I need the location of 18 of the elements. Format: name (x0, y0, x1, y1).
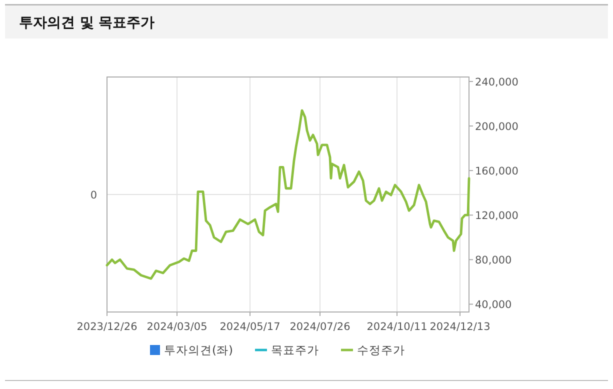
y2-tick-label: 240,000 (475, 76, 518, 88)
x-tick-label: 2023/12/26 (76, 321, 138, 333)
legend-label: 목표주가 (270, 343, 319, 357)
x-tick-label: 2024/05/17 (220, 321, 280, 333)
legend-label: 수정주가 (356, 343, 405, 357)
x-tick-label: 2024/03/05 (146, 321, 208, 333)
chart-title: 투자의견 및 목표주가 (19, 15, 155, 31)
legend-label: 투자의견(좌) (164, 343, 233, 357)
text: 0 (90, 190, 97, 202)
y2-tick-label: 80,000 (475, 254, 512, 267)
y2-tick-label: 40,000 (475, 299, 512, 312)
x-tick-label: 2024/10/11 (366, 321, 428, 333)
x-tick-label: 2024/12/13 (430, 321, 490, 333)
y2-tick-label: 160,000 (475, 166, 518, 178)
x-tick-label: 2024/07/26 (290, 321, 351, 333)
y2-tick-label: 120,000 (475, 210, 518, 222)
y2-tick-label: 200,000 (475, 121, 518, 134)
line-series (106, 109, 470, 280)
